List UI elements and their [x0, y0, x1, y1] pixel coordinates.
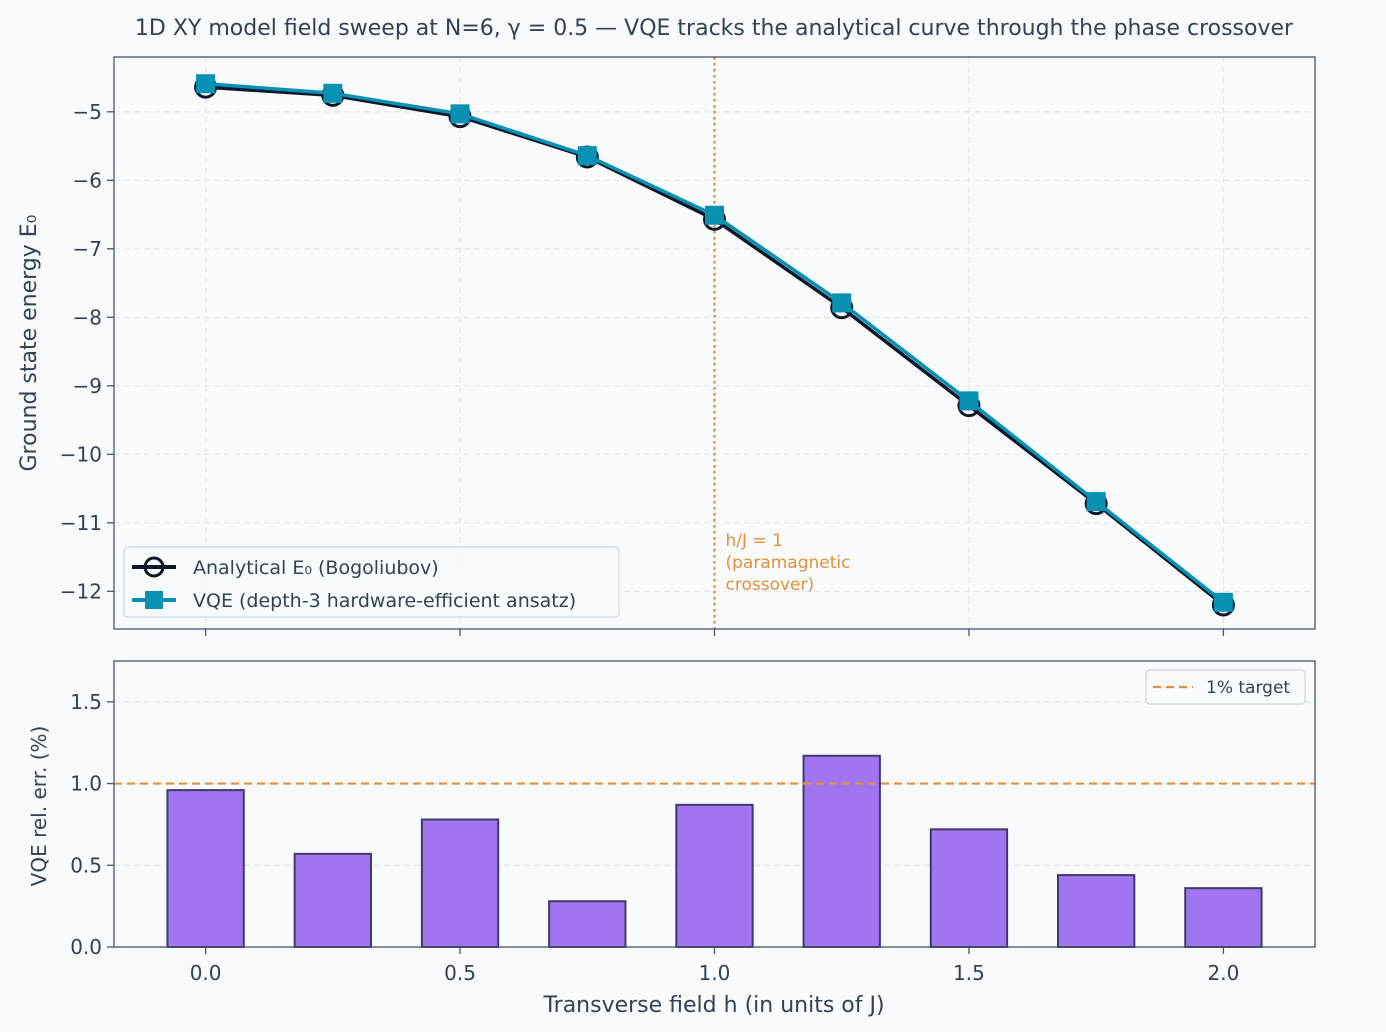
energy-y-tick-label: −8 [73, 305, 102, 329]
legend-analytical-label: Analytical E₀ (Bogoliubov) [193, 557, 439, 579]
energy-y-tick-label: −7 [73, 237, 102, 261]
x-tick-label: 1.5 [953, 961, 985, 985]
error-y-tick-label: 1.0 [70, 772, 102, 796]
energy-y-tick-label: −9 [73, 374, 102, 398]
vqe-point [196, 74, 216, 94]
error-y-tick-label: 0.0 [70, 935, 102, 959]
error-bar [929, 828, 1009, 948]
crossover-annotation-line: (paramagnetic [726, 553, 851, 573]
error-y-tick-label: 0.5 [70, 853, 102, 877]
energy-y-tick-label: −6 [73, 168, 102, 192]
vqe-point [1086, 492, 1106, 512]
error-y-tick-label: 1.5 [70, 690, 102, 714]
error-bar [166, 789, 245, 949]
legend-target-label: 1% target [1206, 678, 1290, 698]
vqe-point [832, 293, 852, 313]
legend-vqe-marker [145, 591, 163, 609]
legend-vqe-label: VQE (depth-3 hardware-efficient ansatz) [193, 590, 576, 612]
error-axis-ticks: 0.0 0.5 1.0 1.5 0.0 0.5 1.0 1.5 2.0 [70, 690, 1239, 985]
crossover-annotation-line: crossover) [726, 575, 815, 595]
vqe-point [577, 146, 597, 166]
legend-analytical-marker [143, 556, 165, 578]
error-legend-box [1145, 669, 1306, 705]
error-bar [293, 852, 372, 948]
energy-y-tick-label: −5 [73, 100, 102, 124]
vqe-point [959, 391, 979, 411]
error-bar [548, 900, 627, 948]
x-tick-label: 1.0 [699, 961, 731, 985]
energy-y-tick-label: −12 [60, 579, 102, 603]
x-tick-label: 0.5 [444, 961, 476, 985]
vqe-point [705, 205, 724, 225]
error-bar [420, 818, 500, 948]
crossover-annotation-line: h/J = 1 [726, 531, 783, 551]
error-legend: 1% target [1145, 669, 1306, 705]
chart-title: 1D XY model field sweep at N=6, γ = 0.5 … [135, 16, 1294, 41]
energy-legend: Analytical E₀ (Bogoliubov) VQE (depth-3 … [123, 546, 620, 618]
error-bar [802, 754, 881, 948]
error-panel: 0.0 0.5 1.0 1.5 0.0 0.5 1.0 1.5 2.0 VQE rel. err… [27, 660, 1316, 1018]
energy-y-axis-label: Ground state energy E₀ [17, 214, 42, 471]
energy-y-tick-label: −10 [60, 442, 102, 466]
x-tick-label: 0.0 [190, 961, 222, 985]
energy-axis-ticks: −5 −6 −7 −8 −9 −10 −11 −12 [60, 100, 1225, 636]
energy-y-tick-label: −11 [60, 511, 102, 535]
x-tick-label: 2.0 [1207, 961, 1239, 985]
energy-series [194, 74, 1235, 617]
error-y-axis-label: VQE rel. err. (%) [27, 726, 51, 887]
vqe-point [450, 104, 470, 124]
vqe-point [1213, 592, 1233, 612]
error-bar [675, 803, 754, 948]
energy-legend-box [123, 546, 620, 618]
vqe-point [323, 83, 343, 103]
error-bar [1184, 887, 1263, 948]
error-bar [1057, 874, 1136, 948]
x-axis-label: Transverse field h (in units of J) [542, 993, 884, 1018]
